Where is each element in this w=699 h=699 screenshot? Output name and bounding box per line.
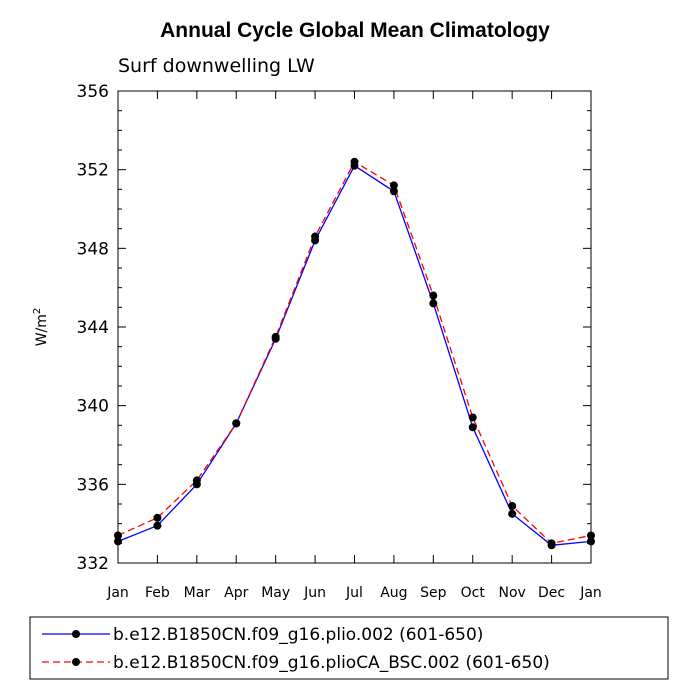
chart-title: Annual Cycle Global Mean Climatology: [160, 19, 550, 42]
series-1-point: [429, 299, 438, 308]
series-2-point: [311, 232, 320, 241]
y-tick-label: 340: [77, 397, 109, 417]
y-tick-label: 344: [77, 318, 109, 338]
series-2-point: [271, 332, 280, 341]
series-2-point: [114, 531, 122, 540]
x-tick-label: Jan: [106, 585, 129, 601]
series-1-point: [153, 521, 162, 530]
x-tick-label: Nov: [499, 585, 526, 601]
series-1-point: [468, 423, 477, 432]
series-layer: [114, 157, 595, 550]
x-tick-label: Dec: [538, 585, 565, 601]
y-tick-label: 352: [77, 161, 109, 181]
x-tick-label: Apr: [224, 585, 248, 601]
series-1-point: [389, 187, 398, 196]
legend-label-1: b.e12.B1850CN.f09_g16.plio.002 (601-650): [113, 625, 483, 645]
x-tick-label: Jun: [303, 585, 326, 601]
x-tick-label: Aug: [380, 585, 407, 601]
series-2-point: [468, 413, 477, 422]
x-tick-label: Jan: [579, 585, 602, 601]
legend: b.e12.B1850CN.f09_g16.plio.002 (601-650)…: [42, 625, 550, 673]
series-1-point: [114, 537, 122, 546]
series-2-point: [350, 157, 359, 166]
series-2-point: [508, 501, 517, 510]
y-tick-label: 348: [77, 239, 109, 259]
x-tick-label: Mar: [184, 585, 211, 601]
series-2-point: [587, 531, 595, 540]
y-tick-label: 356: [77, 82, 109, 102]
chart-subtitle: Surf downwelling LW: [118, 55, 315, 77]
y-tick-label: 336: [77, 475, 109, 495]
series-2-point: [547, 539, 556, 548]
y-axis-label: W/m2: [32, 308, 50, 347]
y-axis-label-superscript: 2: [32, 308, 43, 314]
legend-box: [29, 616, 669, 680]
series-2-point: [429, 291, 438, 300]
series-2-point: [389, 181, 398, 190]
y-axis: 332 336 340 344 348 352 356: [77, 82, 591, 574]
x-axis: Jan Feb Mar Apr May Jun Jul Aug Sep Oct Nov Dec Jan: [106, 91, 602, 601]
series-line-1: [117, 164, 592, 546]
y-tick-label: 332: [77, 554, 109, 574]
legend-label-2: b.e12.B1850CN.f09_g16.plioCA_BSC.002 (60…: [113, 653, 550, 673]
x-tick-label: Oct: [461, 585, 486, 601]
series-line-2: [117, 160, 592, 545]
series-2-point: [153, 513, 162, 522]
series-1-point: [508, 509, 517, 518]
y-axis-label-base: W/m: [34, 314, 50, 346]
series-1-point: [587, 537, 595, 546]
legend-marker-2: [72, 658, 80, 666]
x-tick-label: Feb: [145, 585, 170, 601]
series-2-point: [232, 419, 241, 428]
series-2-point: [192, 476, 201, 485]
x-tick-label: May: [261, 585, 290, 601]
x-tick-label: Sep: [420, 585, 447, 601]
x-tick-label: Jul: [345, 585, 363, 601]
legend-marker-1: [72, 630, 80, 638]
